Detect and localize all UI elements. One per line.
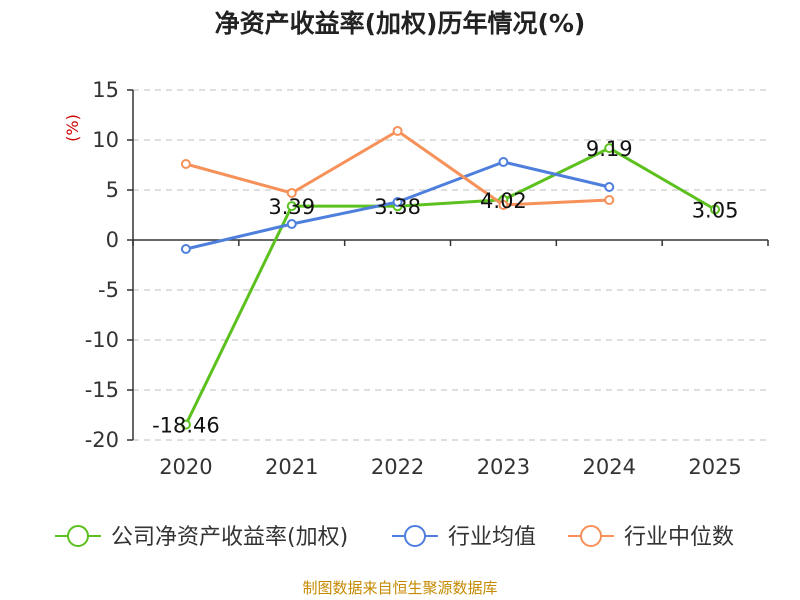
series-point-1: [604, 182, 615, 192]
y-tick-label: -20: [85, 428, 119, 452]
legend: 公司净资产收益率(加权) 行业均值 行业中位数: [55, 525, 734, 550]
data-label: 3.05: [692, 199, 739, 223]
data-label: -18.46: [152, 414, 220, 438]
y-tick-label: 5: [106, 178, 119, 202]
data-label: 3.39: [268, 195, 315, 219]
legend-label: 公司净资产收益率(加权): [111, 525, 348, 550]
y-tick-label: 0: [106, 228, 119, 252]
series-point-1: [180, 244, 191, 254]
series-point-2: [180, 159, 191, 169]
data-source: 制图数据来自恒生聚源数据库: [302, 579, 497, 597]
axes: 15 10 5 0 -5 -10 -15 -20 2020 2021 2022 2023 2024 202…: [85, 78, 769, 479]
gridlines: [133, 89, 768, 441]
series-point-2: [286, 188, 297, 198]
y-tick-label: 15: [92, 78, 119, 102]
series-point-2: [498, 200, 509, 210]
legend-label: 行业中位数: [624, 525, 734, 550]
x-tick-label: 2022: [371, 455, 424, 479]
legend-marker: [404, 525, 426, 547]
x-tick-label: 2020: [159, 455, 212, 479]
data-labels: -18.46 3.39 3.38 4.02 9.19 3.05: [152, 137, 738, 438]
series-point-2: [392, 126, 403, 136]
x-tick-label: 2024: [583, 455, 636, 479]
data-label: 3.38: [374, 195, 421, 219]
series-line-2: [185, 129, 610, 207]
legend-marker: [580, 525, 602, 547]
series-point-1: [286, 219, 297, 229]
series-point-0: [286, 201, 297, 212]
series-line-0: [184, 146, 716, 426]
data-label: 4.02: [480, 189, 527, 213]
series-point-0: [180, 419, 191, 430]
series-point-1: [498, 157, 509, 167]
series-point-0: [604, 143, 615, 154]
series-point-0: [710, 204, 721, 215]
x-tick-label: 2025: [688, 455, 741, 479]
y-tick-label: -5: [98, 278, 119, 302]
series: [180, 126, 721, 430]
series-point-2: [604, 195, 615, 205]
legend-label: 行业均值: [448, 525, 536, 550]
y-axis-unit: (%): [63, 114, 82, 142]
y-tick-label: 10: [92, 128, 119, 152]
x-tick-label: 2023: [477, 455, 530, 479]
series-point-1: [392, 197, 403, 207]
y-tick-label: -10: [85, 328, 119, 352]
chart-title: 净资产收益率(加权)历年情况(%): [215, 9, 586, 38]
legend-marker: [67, 525, 89, 547]
y-tick-label: -15: [85, 378, 119, 402]
x-tick-label: 2021: [265, 455, 318, 479]
data-label: 9.19: [586, 137, 633, 161]
